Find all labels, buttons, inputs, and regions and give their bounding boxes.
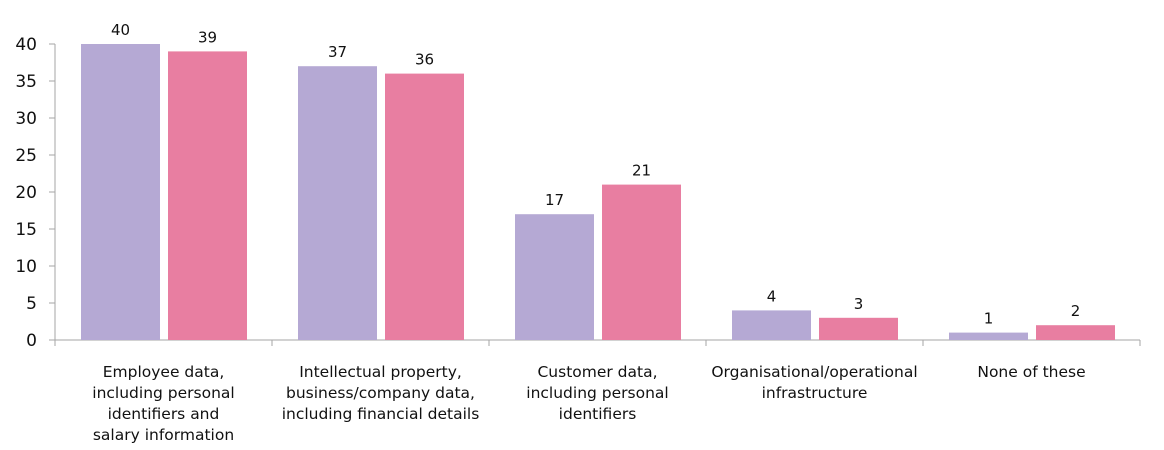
y-tick-label: 30 xyxy=(15,109,37,129)
data-label: 1 xyxy=(984,310,994,328)
category-label: Customer data, xyxy=(537,363,657,381)
bar-series-2-cat-1 xyxy=(168,51,247,341)
y-tick-label: 25 xyxy=(15,146,37,166)
x-axis xyxy=(54,339,1141,346)
category-label: identifiers xyxy=(559,405,637,423)
data-label: 21 xyxy=(632,162,651,180)
category-label: including personal xyxy=(526,384,668,402)
data-label: 2 xyxy=(1071,302,1081,320)
y-tick-label: 0 xyxy=(26,331,37,351)
data-label: 39 xyxy=(198,28,217,46)
y-tick-label: 10 xyxy=(15,257,37,277)
y-axis: 0 5 10 15 20 25 30 35 40 xyxy=(15,35,56,351)
y-tick-label: 40 xyxy=(15,35,37,55)
bar-series-2-cat-4 xyxy=(819,317,898,340)
y-tick-label: 15 xyxy=(15,220,37,240)
data-label: 17 xyxy=(545,191,564,209)
bar-series-1-cat-2 xyxy=(298,66,377,340)
category-label: None of these xyxy=(977,363,1085,381)
category-labels: Employee data, including personal identifi… xyxy=(92,363,1085,444)
bar-series-1-cat-3 xyxy=(515,214,594,340)
data-label: 3 xyxy=(854,295,864,313)
category-label: including personal xyxy=(92,384,234,402)
bar-series-1-cat-4 xyxy=(732,310,811,340)
category-label: business/company data, xyxy=(286,384,475,402)
data-labels: 40 39 37 36 17 21 4 3 1 2 xyxy=(111,21,1080,328)
data-label: 40 xyxy=(111,21,130,39)
data-label: 4 xyxy=(767,287,777,305)
category-label: Intellectual property, xyxy=(299,363,462,381)
bar-series-1-cat-5 xyxy=(949,332,1028,340)
bar-series-2-cat-3 xyxy=(602,184,681,340)
bar-series-2-cat-5 xyxy=(1036,325,1115,340)
category-label: Employee data, xyxy=(103,363,225,381)
bar-series-2-cat-2 xyxy=(385,73,464,340)
category-label: infrastructure xyxy=(762,384,868,402)
category-label: salary information xyxy=(93,426,234,444)
category-label: identifiers and xyxy=(108,405,220,423)
y-tick-label: 20 xyxy=(15,183,37,203)
data-label: 36 xyxy=(415,51,434,69)
y-tick-label: 35 xyxy=(15,72,37,92)
y-tick-label: 5 xyxy=(26,294,37,314)
category-label: including financial details xyxy=(282,405,480,423)
category-label: Organisational/operational xyxy=(711,363,917,381)
bar-series-1-cat-1 xyxy=(81,44,160,340)
bars xyxy=(81,44,1115,341)
data-label: 37 xyxy=(328,43,347,61)
